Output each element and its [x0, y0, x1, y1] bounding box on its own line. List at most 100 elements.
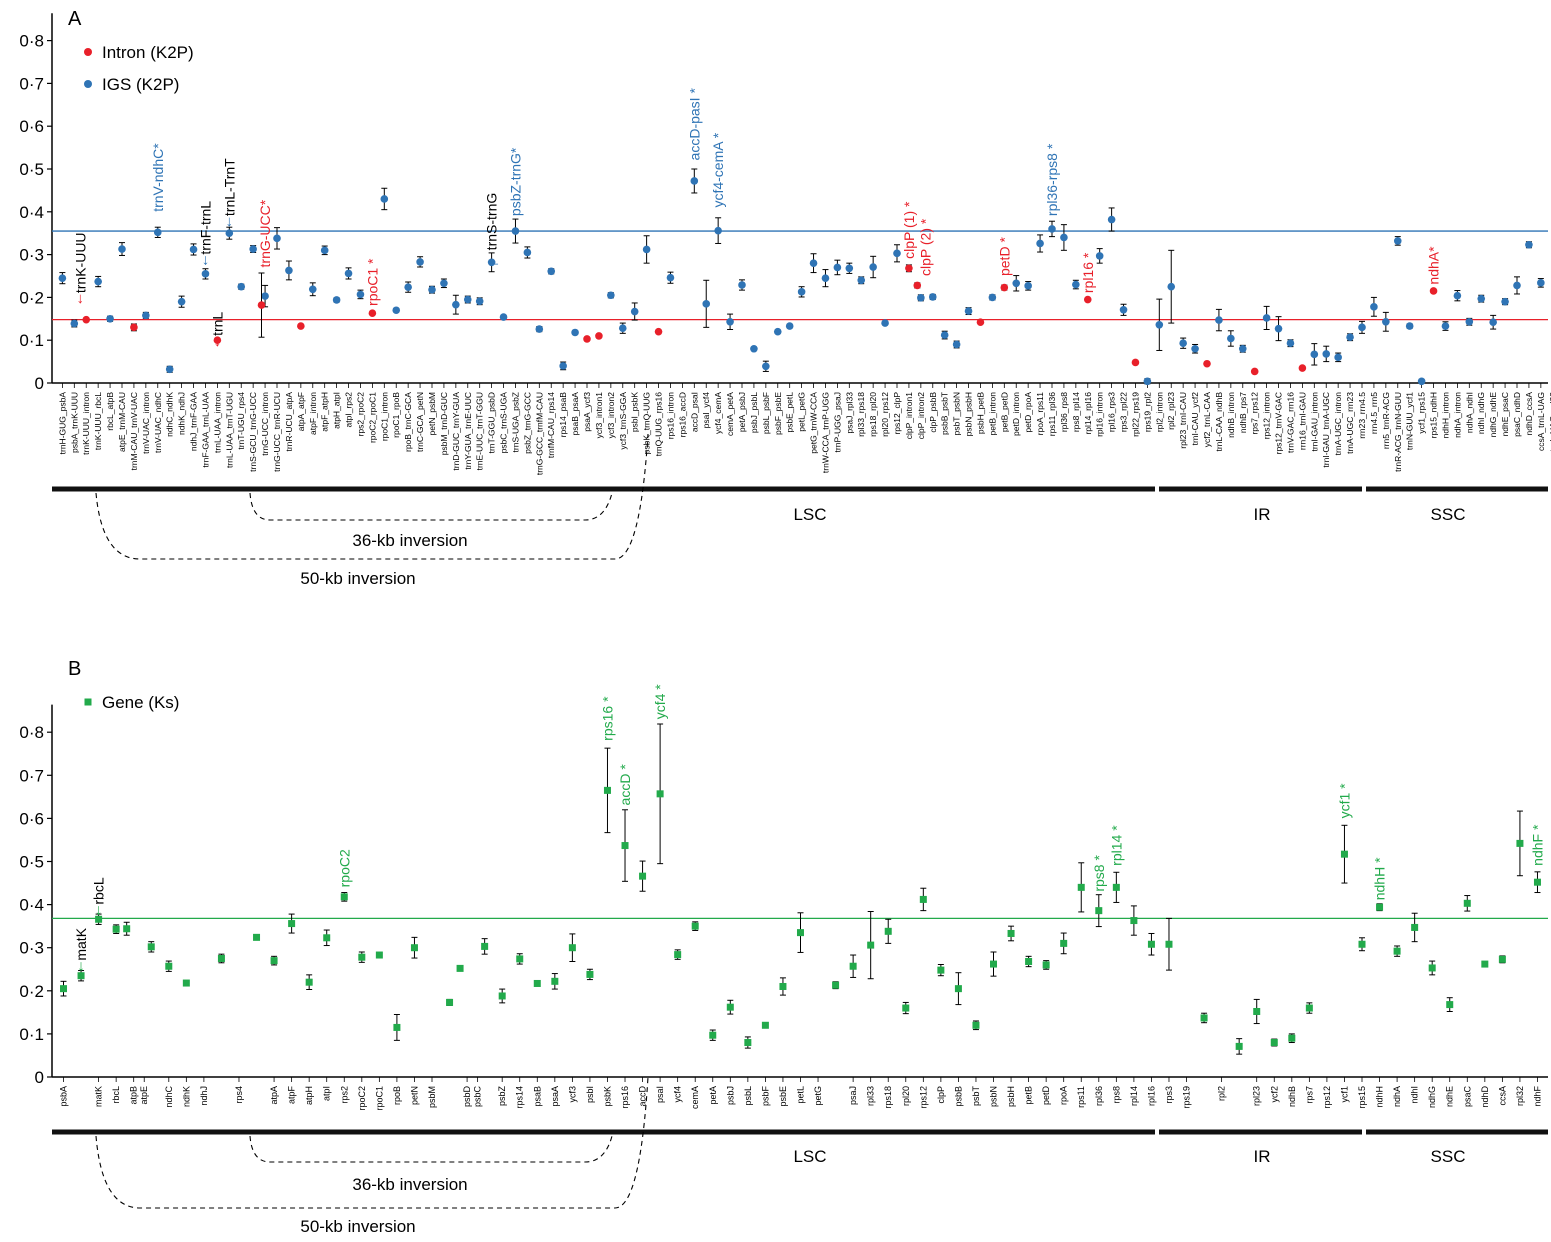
data-point	[95, 915, 103, 923]
data-point	[1215, 316, 1223, 324]
data-point	[779, 982, 787, 990]
x-tick-label: trnR-UCU_atpA	[284, 392, 294, 452]
data-point	[642, 245, 651, 254]
data-point	[1501, 297, 1509, 306]
annotation-label: accD-pasI *	[686, 88, 702, 161]
data-point	[884, 927, 892, 935]
x-tick-label: petA	[708, 1086, 718, 1105]
data-point	[375, 951, 383, 959]
inversion-bracket-36kb	[249, 492, 613, 521]
data-point	[1060, 939, 1068, 947]
data-point	[1441, 322, 1450, 330]
arrow-down-icon: ↓	[77, 958, 85, 975]
data-point	[571, 328, 579, 337]
x-tick-label: rpl23_trnI-CAU	[1178, 392, 1188, 449]
x-tick-label: accD	[638, 1086, 648, 1107]
x-tick-label: rps19_rpl2	[1142, 392, 1152, 432]
legend-label: Gene (Ks)	[102, 693, 179, 712]
x-tick-label: trnL-UAA_trnT-UGU	[224, 392, 234, 468]
data-point	[392, 306, 401, 315]
x-tick-label: psbC	[473, 1086, 483, 1108]
x-tick-label: atpF_intron	[308, 392, 318, 435]
x-tick-label: trnT-UGU_rps4	[236, 392, 246, 450]
x-tick-label: clpP_intron1	[904, 392, 914, 440]
x-tick-label: trnI-GAU_intron	[1309, 392, 1319, 452]
x-tick-label: rps4	[234, 1086, 244, 1104]
x-tick-label: psbT	[971, 1086, 981, 1107]
y-tick-label: 0·4	[19, 203, 44, 222]
x-tick-label: psbN	[989, 1086, 999, 1107]
data-point	[285, 266, 293, 275]
x-tick-label: ndhE	[1445, 1086, 1455, 1107]
x-tick-label: rps11	[1076, 1086, 1086, 1108]
data-point	[1143, 377, 1152, 386]
x-tick-label: petL	[795, 1086, 805, 1104]
x-tick-label: psbC_trnS-UGA	[499, 392, 509, 454]
data-point	[344, 269, 353, 278]
inversion-bracket-36kb	[249, 1135, 613, 1163]
x-tick-label: ndhI	[1410, 1086, 1420, 1104]
data-point	[82, 315, 91, 324]
data-point	[568, 944, 576, 952]
data-point	[917, 294, 925, 302]
x-tick-label: trnA-UGC_rrn23	[1345, 392, 1355, 454]
x-tick-label: psbB_psbT	[940, 392, 950, 435]
data-point	[952, 340, 961, 349]
x-tick-label: ndhD_ccsA	[1524, 392, 1534, 436]
annotation-label: trnF-trnL	[197, 201, 213, 255]
data-point	[356, 290, 365, 299]
x-tick-label: petA_psbJ	[737, 392, 747, 432]
data-point	[404, 283, 412, 291]
x-tick-label: atpF	[287, 1086, 297, 1105]
x-tick-label: rpl16_intron	[1095, 392, 1105, 437]
data-point	[481, 942, 489, 950]
data-point	[773, 327, 782, 336]
y-tick-label: 0·5	[19, 160, 44, 179]
y-tick-label: 0·7	[19, 766, 44, 785]
x-tick-label: psaA_ycf3	[582, 392, 592, 432]
data-point	[849, 962, 857, 970]
x-tick-label: rps12_intron	[1262, 392, 1272, 440]
annotation-label: accD *	[617, 764, 633, 806]
annotation-label: rps8 *	[1091, 855, 1107, 892]
data-point	[738, 281, 746, 289]
annotation-label: rps16 *	[599, 696, 615, 741]
data-point	[446, 998, 454, 1006]
data-point	[165, 962, 173, 970]
annotation-label: trnL-TrnT	[221, 158, 237, 216]
data-point	[533, 979, 541, 987]
x-tick-label: ndhE_psaC	[1500, 392, 1510, 436]
data-point	[1131, 358, 1140, 367]
region-bar-lsc	[52, 1129, 1155, 1135]
data-point	[762, 362, 770, 371]
x-tick-label: atpH_atpI	[332, 392, 342, 429]
x-tick-label: ndhD	[1480, 1085, 1490, 1107]
x-tick-label: rpl14	[1129, 1086, 1139, 1106]
x-tick-label: matK	[94, 1086, 104, 1107]
y-tick-label: 0·6	[19, 117, 44, 136]
x-tick-label: rpl2_intron	[1154, 392, 1164, 432]
x-tick-label: petB_petD	[999, 392, 1009, 432]
annotation-label: ycf1 *	[1336, 783, 1352, 819]
inversion-label: 36-kb inversion	[352, 531, 467, 550]
x-tick-label: clpP	[936, 1086, 946, 1104]
data-point	[964, 307, 973, 315]
x-tick-label: psbN_psbH	[964, 392, 974, 436]
x-tick-label: psbM_trnD-GUC	[439, 392, 449, 455]
data-point	[270, 957, 278, 965]
data-point	[937, 966, 945, 974]
x-tick-label: rps7	[1304, 1086, 1314, 1104]
data-point	[511, 227, 520, 235]
x-tick-label: ycf1_rps15	[1417, 392, 1427, 434]
y-tick-label: 0·8	[19, 723, 44, 742]
x-tick-label: atpA_atpF	[296, 392, 306, 431]
x-tick-label: trnD-GUC_trnY-GUA	[451, 392, 461, 471]
x-tick-label: rps18	[883, 1086, 893, 1109]
x-tick-label: rps16	[620, 1086, 630, 1109]
x-tick-label: ccsA_trnL-UAG	[1536, 392, 1546, 451]
data-point	[1393, 947, 1401, 955]
x-tick-label: psbK_trnQ-UUG	[642, 392, 652, 454]
region-label: IR	[1254, 505, 1271, 524]
legend-marker	[84, 48, 92, 56]
